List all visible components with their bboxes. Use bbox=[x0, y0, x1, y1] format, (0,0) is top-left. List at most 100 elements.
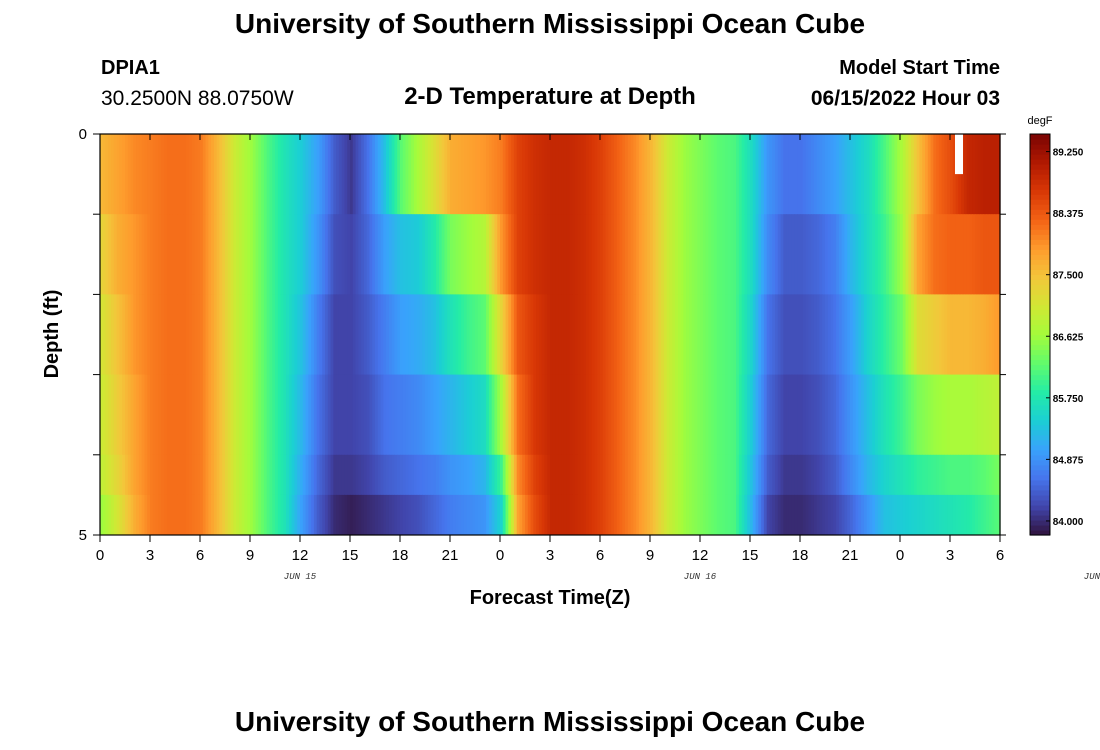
heat-cell bbox=[361, 494, 365, 536]
heat-cell bbox=[700, 494, 704, 536]
heat-cell bbox=[144, 134, 148, 215]
heat-cell bbox=[963, 214, 968, 295]
heat-cell bbox=[675, 134, 679, 215]
heat-cell bbox=[469, 294, 473, 375]
heat-cell bbox=[394, 294, 398, 375]
heat-cell bbox=[788, 134, 793, 215]
heat-cell bbox=[983, 494, 987, 536]
heat-cell bbox=[263, 134, 268, 215]
heat-cell bbox=[788, 454, 793, 496]
heat-cell bbox=[608, 494, 612, 536]
heat-cell bbox=[619, 494, 623, 536]
heat-cell bbox=[802, 454, 807, 496]
heat-cell bbox=[794, 374, 798, 456]
heat-cell bbox=[688, 374, 693, 456]
heat-cell bbox=[486, 494, 490, 536]
heat-cell bbox=[277, 494, 282, 536]
heat-cell bbox=[755, 134, 759, 215]
heat-cell bbox=[455, 294, 459, 375]
heat-cell bbox=[291, 374, 296, 456]
heat-cell bbox=[833, 294, 837, 375]
heat-cell bbox=[461, 374, 465, 456]
heat-cell bbox=[794, 134, 798, 215]
heat-cell bbox=[222, 374, 226, 456]
heat-cell bbox=[938, 134, 943, 215]
heat-cell bbox=[747, 294, 751, 375]
heat-cell bbox=[625, 134, 629, 215]
heat-cell bbox=[211, 494, 215, 536]
heat-cell bbox=[122, 134, 126, 215]
heat-cell bbox=[716, 454, 721, 496]
heat-cell bbox=[841, 374, 846, 456]
colorbar-segment bbox=[1030, 149, 1050, 155]
heat-cell bbox=[791, 374, 796, 456]
heat-cell bbox=[425, 134, 429, 215]
heat-cell bbox=[166, 494, 171, 536]
colorbar-segment bbox=[1030, 514, 1050, 521]
heat-cell bbox=[797, 494, 801, 536]
heat-cell bbox=[433, 294, 437, 375]
heat-cell bbox=[663, 454, 668, 496]
heat-cell bbox=[247, 214, 251, 295]
heat-cell bbox=[588, 494, 593, 536]
heat-cell bbox=[847, 454, 851, 496]
heat-cell bbox=[847, 214, 851, 295]
heat-cell bbox=[369, 494, 373, 536]
heat-cell bbox=[836, 374, 840, 456]
colorbar-segment bbox=[1030, 489, 1050, 496]
heat-cell bbox=[830, 134, 834, 215]
heat-cell bbox=[591, 494, 596, 536]
heat-cell bbox=[169, 134, 173, 215]
heat-cell bbox=[866, 454, 871, 496]
heat-cell bbox=[497, 294, 501, 375]
heat-cell bbox=[530, 374, 534, 456]
heat-cell bbox=[477, 134, 482, 215]
heat-cell bbox=[916, 294, 921, 375]
heat-cell bbox=[597, 494, 601, 536]
heat-cell bbox=[186, 294, 190, 375]
heat-cell bbox=[483, 214, 487, 295]
heat-cell bbox=[247, 454, 251, 496]
heat-cell bbox=[688, 134, 693, 215]
heat-cell bbox=[383, 214, 387, 295]
heat-cell bbox=[563, 494, 568, 536]
heat-cell bbox=[527, 214, 532, 295]
heat-cell bbox=[725, 454, 729, 496]
heat-cell bbox=[241, 134, 246, 215]
heat-cell bbox=[769, 294, 773, 375]
heat-cell bbox=[861, 374, 865, 456]
heat-cell bbox=[344, 294, 348, 375]
heat-cell bbox=[216, 494, 221, 536]
heat-cell bbox=[922, 454, 926, 496]
heat-cell bbox=[908, 374, 912, 456]
heat-cell bbox=[222, 214, 226, 295]
heat-cell bbox=[708, 294, 712, 375]
heat-cell bbox=[141, 214, 146, 295]
colorbar-segment bbox=[1030, 164, 1050, 170]
heat-cell bbox=[966, 374, 971, 456]
heat-cell bbox=[858, 294, 862, 375]
colorbar-segment bbox=[1030, 329, 1050, 336]
heat-cell bbox=[916, 454, 921, 496]
heat-cell bbox=[327, 294, 332, 375]
heat-cell bbox=[605, 134, 609, 215]
heat-cell bbox=[222, 134, 226, 215]
heat-cell bbox=[961, 134, 965, 215]
heat-cell bbox=[358, 494, 362, 536]
heat-cell bbox=[130, 134, 134, 215]
heat-cell bbox=[558, 374, 562, 456]
heat-cell bbox=[486, 374, 490, 456]
heat-cell bbox=[230, 374, 234, 456]
heat-cell bbox=[797, 294, 801, 375]
heat-cell bbox=[491, 494, 496, 536]
colorbar-segment bbox=[1030, 449, 1050, 456]
heat-cell bbox=[777, 294, 782, 375]
heat-cell bbox=[925, 134, 929, 215]
heat-cell bbox=[830, 294, 834, 375]
heat-cell bbox=[875, 494, 879, 536]
heat-cell bbox=[733, 214, 737, 295]
heat-cell bbox=[808, 214, 812, 295]
heat-cell bbox=[216, 454, 221, 496]
heat-cell bbox=[172, 214, 176, 295]
heat-cell bbox=[255, 214, 259, 295]
